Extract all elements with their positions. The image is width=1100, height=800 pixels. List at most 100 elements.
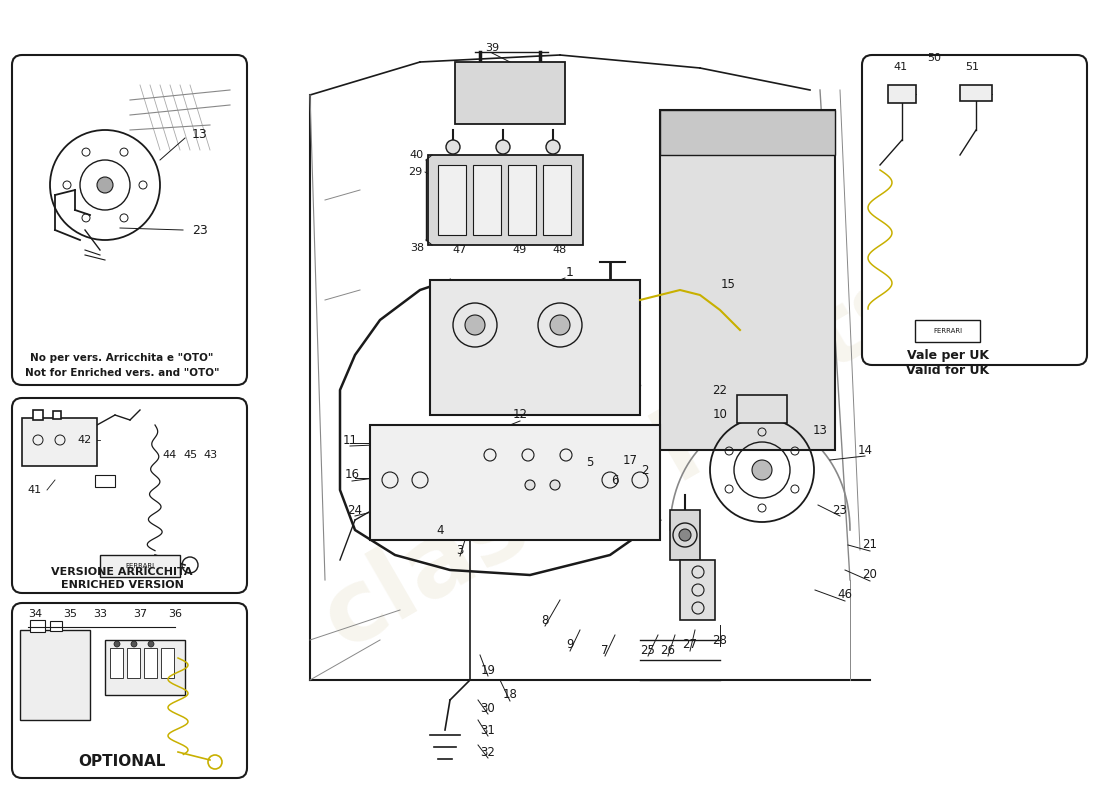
Text: 45: 45	[183, 450, 197, 460]
Circle shape	[550, 480, 560, 490]
Bar	[95, 475, 116, 487]
Text: 8: 8	[541, 614, 549, 626]
Text: ENRICHED VERSION: ENRICHED VERSION	[60, 580, 184, 590]
Text: No per vers. Arricchita e "OTO": No per vers. Arricchita e "OTO"	[31, 353, 213, 363]
Bar	[473, 165, 500, 235]
Bar	[126, 648, 140, 678]
Text: 32: 32	[481, 746, 495, 758]
Circle shape	[114, 641, 120, 647]
Bar	[30, 620, 45, 632]
Bar	[960, 85, 992, 101]
Text: 37: 37	[133, 609, 147, 619]
Text: 22: 22	[713, 383, 727, 397]
Bar	[428, 155, 583, 245]
Bar	[660, 110, 835, 155]
Bar	[680, 560, 715, 620]
Text: 47: 47	[453, 245, 468, 255]
Text: 42: 42	[78, 435, 92, 445]
Text: 50: 50	[927, 53, 940, 63]
Text: Not for Enriched vers. and "OTO": Not for Enriched vers. and "OTO"	[24, 368, 219, 378]
Text: classicparts: classicparts	[306, 250, 934, 670]
Text: 28: 28	[713, 634, 727, 646]
Bar	[737, 395, 786, 423]
Circle shape	[131, 641, 138, 647]
Bar	[670, 510, 700, 560]
Text: 6: 6	[612, 474, 618, 486]
Bar	[22, 418, 97, 466]
Text: 16: 16	[344, 469, 360, 482]
Bar	[888, 85, 916, 103]
FancyBboxPatch shape	[12, 398, 248, 593]
Text: VERSIONE ARRICCHITA: VERSIONE ARRICCHITA	[52, 567, 192, 577]
Text: 21: 21	[862, 538, 878, 551]
Bar	[508, 165, 536, 235]
Text: 38: 38	[410, 243, 425, 253]
Text: 26: 26	[660, 643, 675, 657]
Bar	[455, 62, 565, 124]
Text: FERRARI: FERRARI	[125, 563, 155, 569]
Text: 39: 39	[485, 43, 499, 53]
Circle shape	[752, 460, 772, 480]
Text: 18: 18	[503, 689, 517, 702]
Text: 41: 41	[893, 62, 907, 72]
Bar	[438, 165, 466, 235]
Text: 23: 23	[192, 223, 208, 237]
Text: 11: 11	[342, 434, 358, 446]
Circle shape	[148, 641, 154, 647]
Bar	[20, 630, 90, 720]
Text: Vale per UK: Vale per UK	[908, 349, 989, 362]
Text: 43: 43	[202, 450, 217, 460]
Circle shape	[465, 315, 485, 335]
Bar	[104, 640, 185, 695]
Text: 33: 33	[94, 609, 107, 619]
Text: 13: 13	[813, 423, 827, 437]
Text: 14: 14	[858, 443, 872, 457]
Text: 12: 12	[513, 409, 528, 422]
Bar	[915, 320, 980, 342]
Text: Valid for UK: Valid for UK	[906, 363, 990, 377]
Text: 20: 20	[862, 569, 878, 582]
Text: 34: 34	[28, 609, 42, 619]
Text: 41: 41	[28, 485, 42, 495]
Text: 31: 31	[481, 723, 495, 737]
Text: 29: 29	[408, 167, 422, 177]
Text: 40: 40	[410, 150, 425, 160]
Circle shape	[550, 315, 570, 335]
Bar	[144, 648, 157, 678]
FancyBboxPatch shape	[12, 603, 248, 778]
Text: 24: 24	[348, 503, 363, 517]
Text: FERRARI: FERRARI	[934, 328, 962, 334]
FancyBboxPatch shape	[862, 55, 1087, 365]
Circle shape	[97, 177, 113, 193]
Text: 48: 48	[553, 245, 568, 255]
Bar	[660, 110, 835, 450]
Bar	[110, 648, 123, 678]
Bar	[53, 411, 60, 419]
Circle shape	[446, 140, 460, 154]
Text: 17: 17	[623, 454, 638, 466]
Circle shape	[496, 140, 510, 154]
Text: 2: 2	[641, 463, 649, 477]
Circle shape	[546, 140, 560, 154]
Circle shape	[525, 480, 535, 490]
Text: 1: 1	[566, 266, 574, 278]
Text: 13: 13	[192, 129, 208, 142]
Text: OPTIONAL: OPTIONAL	[78, 754, 166, 770]
Text: 3: 3	[456, 543, 464, 557]
Bar	[100, 555, 180, 577]
Text: 10: 10	[713, 409, 727, 422]
Text: 5: 5	[586, 455, 594, 469]
Bar	[33, 410, 43, 420]
Text: 19: 19	[481, 663, 495, 677]
Bar	[161, 648, 174, 678]
Text: 36: 36	[168, 609, 182, 619]
Circle shape	[679, 529, 691, 541]
Text: 23: 23	[833, 503, 847, 517]
Text: 44: 44	[163, 450, 177, 460]
Text: 51: 51	[965, 62, 979, 72]
Bar	[50, 621, 62, 631]
Text: 35: 35	[63, 609, 77, 619]
Text: 46: 46	[837, 589, 852, 602]
Text: 49: 49	[513, 245, 527, 255]
FancyBboxPatch shape	[12, 55, 248, 385]
